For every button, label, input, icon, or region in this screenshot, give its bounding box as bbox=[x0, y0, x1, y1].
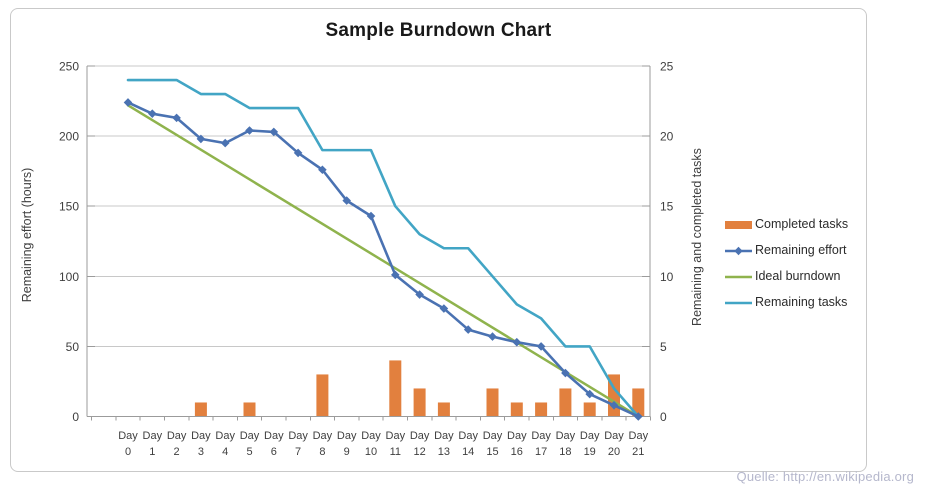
x-axis-tick-label: Day 21 bbox=[629, 430, 649, 458]
bar-completed-tasks bbox=[583, 402, 596, 417]
x-axis-tick-label: Day 19 bbox=[580, 430, 600, 458]
right-axis-tick-label: 5 bbox=[660, 340, 667, 354]
legend-label: Completed tasks bbox=[755, 217, 849, 231]
x-axis-tick-label: Day 6 bbox=[264, 430, 284, 458]
x-axis-tick-label: Day 4 bbox=[215, 430, 235, 458]
left-axis-tick-label: 200 bbox=[59, 130, 79, 144]
completed-tasks-swatch-icon bbox=[725, 218, 752, 230]
diamond-marker bbox=[366, 211, 376, 221]
bar-completed-tasks bbox=[389, 360, 402, 417]
legend-item-ideal-burndown: Ideal burndown bbox=[725, 263, 848, 289]
series-completed-tasks bbox=[194, 360, 645, 417]
chart-title: Sample Burndown Chart bbox=[325, 20, 552, 41]
remaining-effort-swatch-icon bbox=[725, 244, 752, 256]
x-axis-tick-label: Day 7 bbox=[288, 430, 308, 458]
diamond-marker bbox=[463, 325, 473, 334]
swatch-graphic bbox=[725, 246, 752, 256]
diamond-marker bbox=[318, 165, 327, 175]
x-axis-tick-label: Day 0 bbox=[118, 430, 138, 458]
diamond-marker bbox=[293, 148, 303, 158]
diamond-marker bbox=[561, 368, 570, 378]
legend: Completed tasks Remaining effort Ideal b… bbox=[725, 211, 848, 315]
legend-label: Remaining tasks bbox=[755, 295, 848, 309]
swatch-graphic bbox=[725, 275, 752, 279]
diamond-marker bbox=[512, 337, 522, 347]
left-axis-tick-label: 100 bbox=[59, 270, 79, 284]
bar-completed-tasks bbox=[316, 374, 329, 417]
ideal-burndown-swatch-icon bbox=[725, 270, 752, 282]
x-axis-tick-label: Day 10 bbox=[361, 430, 381, 458]
right-axis-tick-label: 25 bbox=[660, 60, 674, 74]
axes bbox=[86, 65, 651, 421]
diamond-marker bbox=[488, 332, 497, 341]
left-axis-tick-label: 150 bbox=[59, 200, 79, 214]
legend-label: Ideal burndown bbox=[755, 269, 841, 283]
x-axis-tick-label: Day 14 bbox=[458, 430, 478, 458]
x-axis-tick-label: Day 20 bbox=[604, 430, 624, 458]
bar-completed-tasks bbox=[632, 388, 645, 417]
bar-completed-tasks bbox=[510, 402, 523, 417]
line-ideal-burndown bbox=[126, 104, 640, 418]
diamond-marker bbox=[342, 196, 351, 205]
left-axis-tick-label: 0 bbox=[72, 410, 79, 424]
bar-completed-tasks bbox=[194, 402, 207, 417]
x-axis-tick-label: Day 17 bbox=[531, 430, 551, 458]
x-axis-tick-label: Day 13 bbox=[434, 430, 454, 458]
right-axis-tick-label: 0 bbox=[660, 410, 667, 424]
diamond-marker bbox=[220, 138, 230, 148]
diamond-marker bbox=[585, 389, 594, 399]
x-axis-tick-label: Day 5 bbox=[240, 430, 260, 458]
diamond-marker bbox=[245, 126, 254, 135]
x-axis-tick-label: Day 3 bbox=[191, 430, 211, 458]
legend-label: Remaining effort bbox=[755, 243, 847, 257]
bar-completed-tasks bbox=[535, 402, 548, 417]
diamond-marker bbox=[172, 113, 181, 123]
left-axis-tick-label: 50 bbox=[66, 340, 80, 354]
diamond-marker bbox=[415, 290, 424, 299]
line-remaining-effort bbox=[126, 101, 640, 418]
x-axis-tick-label: Day 16 bbox=[507, 430, 527, 458]
legend-item-remaining-tasks: Remaining tasks bbox=[725, 289, 848, 315]
right-axis-title: Remaining and completed tasks bbox=[690, 148, 704, 326]
x-axis-tick-label: Day 9 bbox=[337, 430, 357, 458]
legend-item-completed-tasks: Completed tasks bbox=[725, 211, 848, 237]
chart-frame: Sample Burndown Chart 0 50 100 150 200 250 0 5 1… bbox=[10, 8, 867, 472]
bar-completed-tasks bbox=[486, 388, 499, 417]
x-axis-tick-label: Day 15 bbox=[483, 430, 503, 458]
legend-item-remaining-effort: Remaining effort bbox=[725, 237, 848, 263]
diamond-marker bbox=[196, 134, 206, 144]
swatch-graphic bbox=[725, 221, 752, 229]
diamond-marker bbox=[123, 98, 133, 107]
bar-completed-tasks bbox=[243, 402, 256, 417]
left-axis-tick-label: 250 bbox=[59, 60, 79, 74]
remaining-tasks-swatch-icon bbox=[725, 296, 752, 308]
source-watermark: Quelle: http://en.wikipedia.org bbox=[736, 469, 914, 484]
bar-completed-tasks bbox=[437, 402, 450, 417]
diamond-marker bbox=[634, 412, 643, 421]
left-axis-title: Remaining effort (hours) bbox=[20, 168, 34, 303]
line-remaining-tasks bbox=[126, 78, 640, 418]
right-axis-tick-label: 15 bbox=[660, 200, 674, 214]
diamond-marker bbox=[536, 342, 546, 351]
right-axis-tick-label: 10 bbox=[660, 270, 674, 284]
x-axis-tick-label: Day 12 bbox=[410, 430, 430, 458]
swatch-graphic bbox=[725, 301, 752, 305]
diamond-marker bbox=[148, 109, 157, 118]
bar-completed-tasks bbox=[413, 388, 426, 417]
diamond-marker bbox=[439, 304, 449, 313]
diamond-marker bbox=[391, 270, 400, 280]
x-axis-tick-label: Day 8 bbox=[313, 430, 333, 458]
x-axis-tick-label: Day 18 bbox=[556, 430, 576, 458]
x-axis-tick-label: Day 1 bbox=[143, 430, 163, 458]
x-axis-tick-label: Day 2 bbox=[167, 430, 187, 458]
diamond-marker bbox=[609, 400, 619, 410]
right-axis-tick-label: 20 bbox=[660, 130, 674, 144]
bar-completed-tasks bbox=[559, 388, 572, 417]
gridlines bbox=[87, 65, 650, 347]
x-axis-tick-label: Day 11 bbox=[386, 430, 406, 458]
